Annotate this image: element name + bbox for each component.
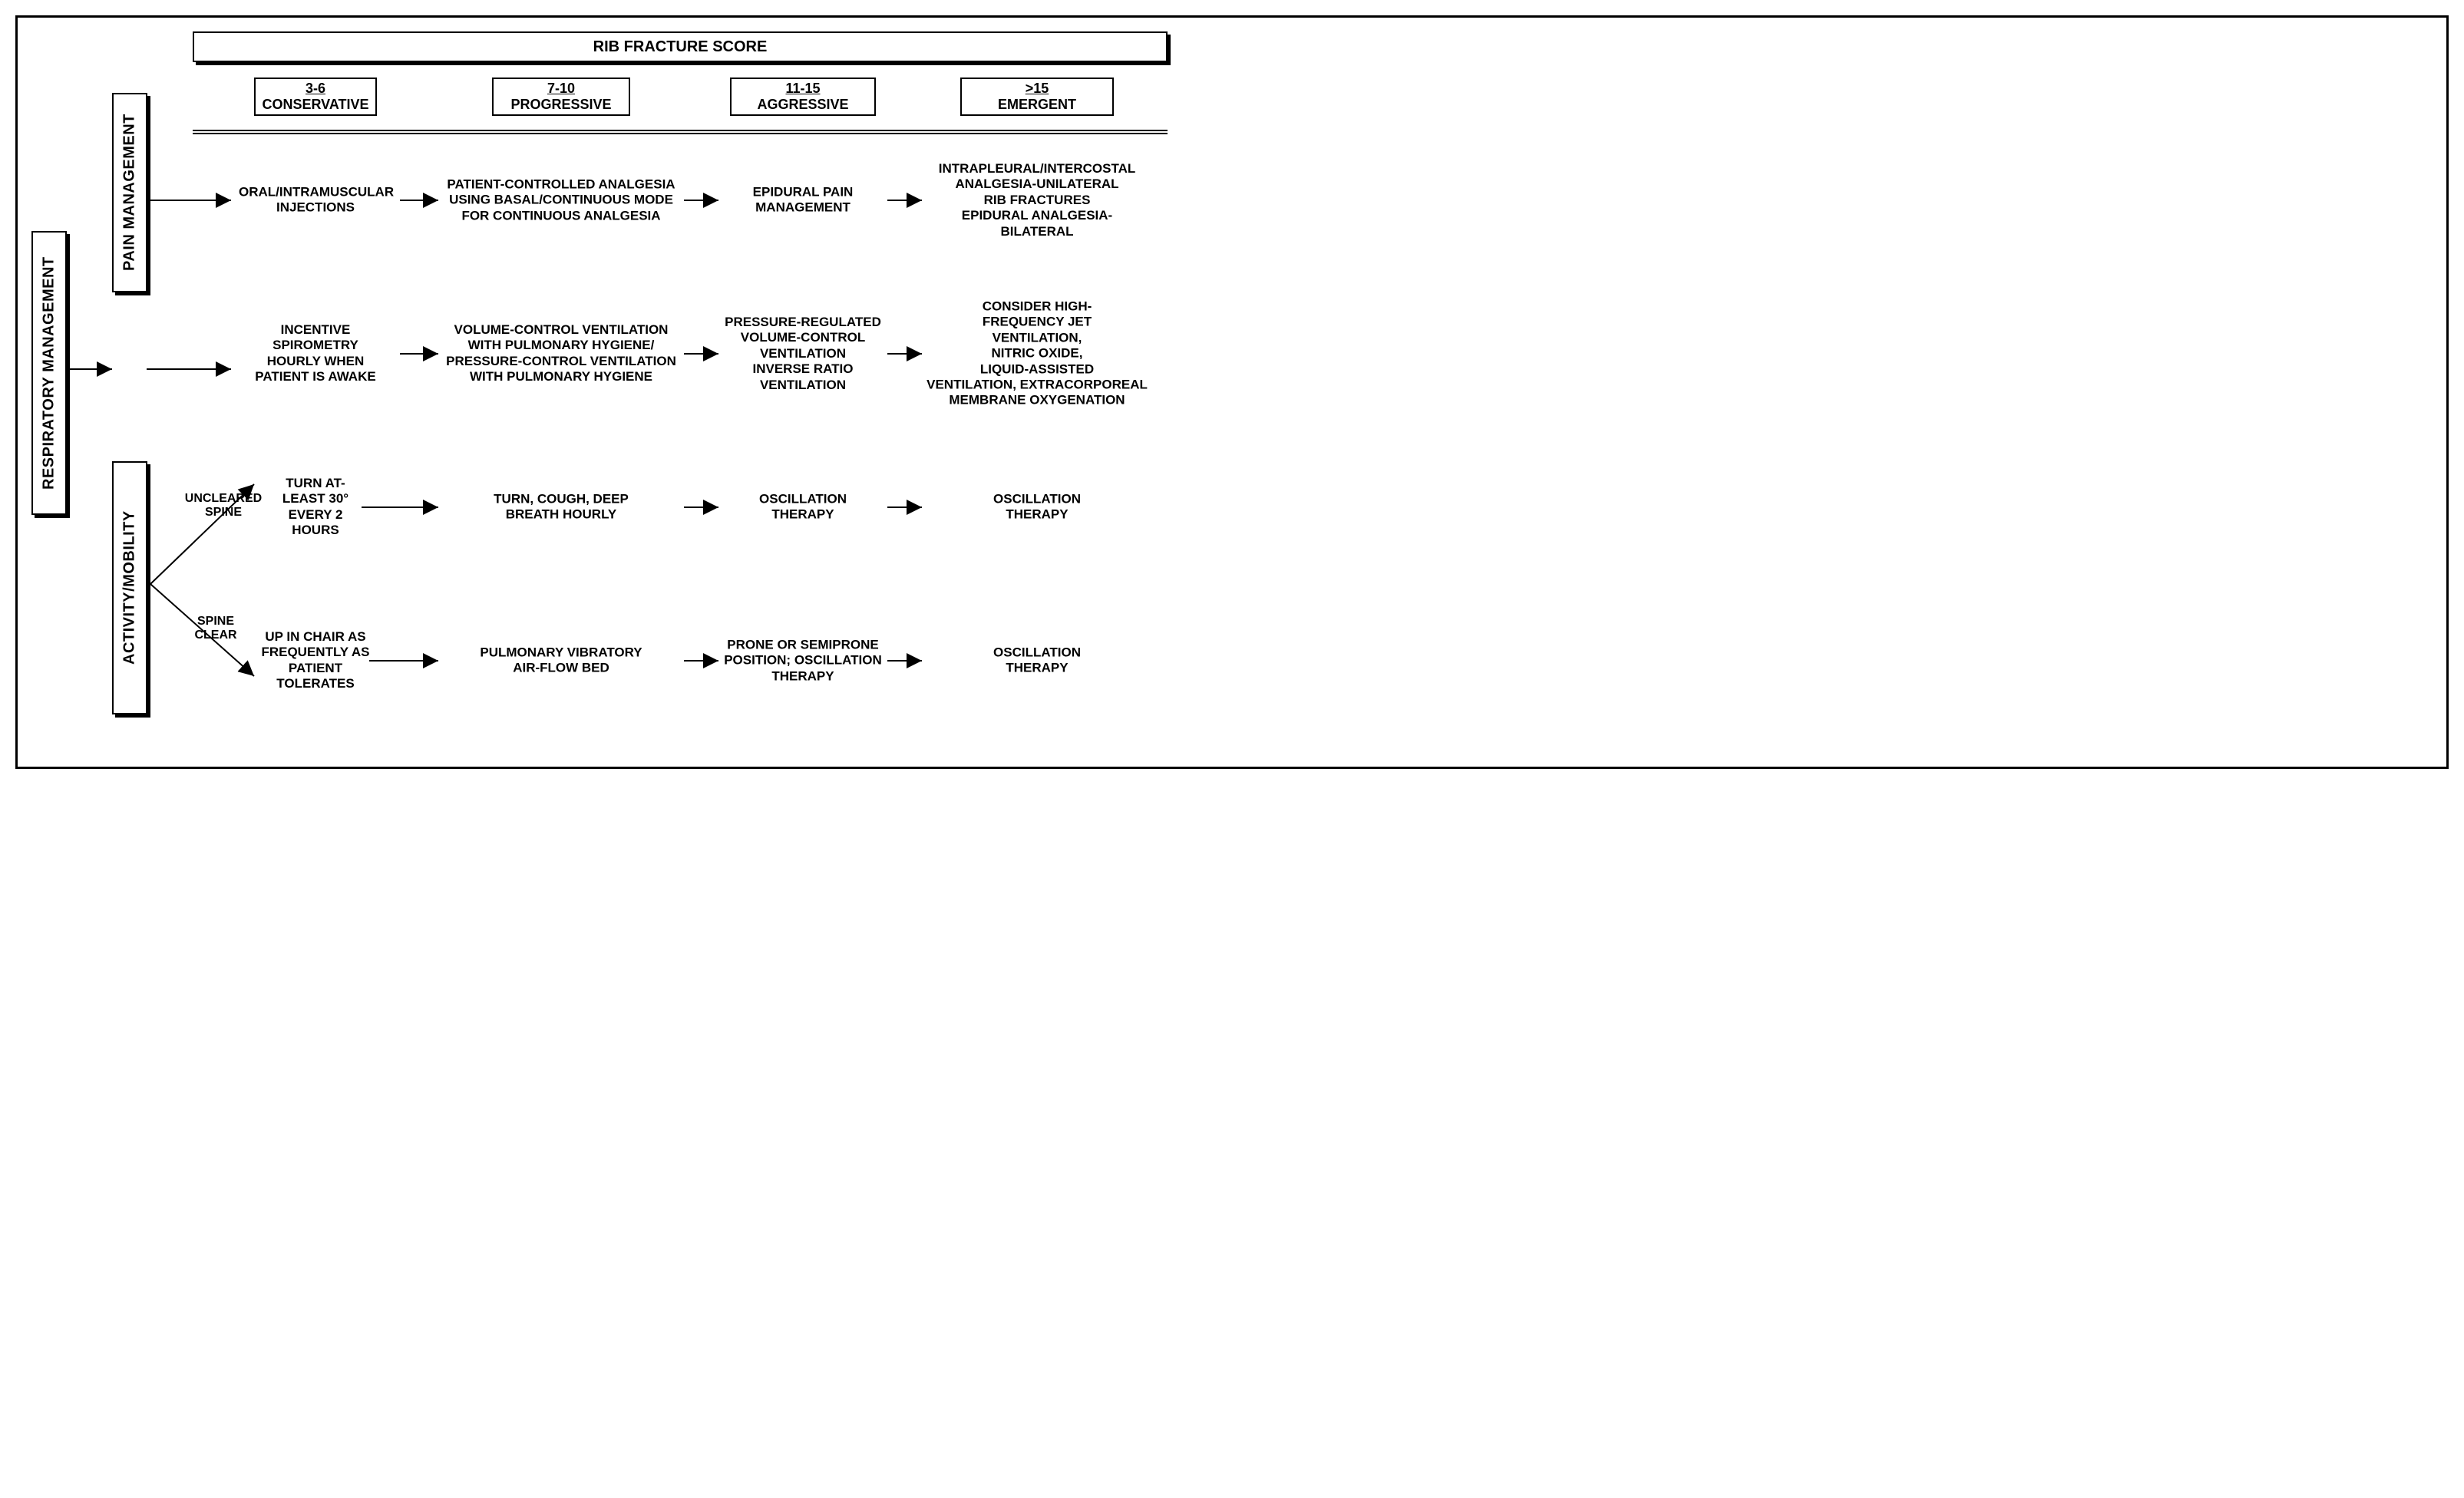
- category-label: EMERGENT: [998, 97, 1076, 113]
- cell-resp-emergent: CONSIDER HIGH- FREQUENCY JET VENTILATION…: [926, 299, 1148, 409]
- side-label-activity: ACTIVITY/MOBILITY: [112, 461, 147, 714]
- category-box-conservative: 3-6 CONSERVATIVE: [254, 78, 377, 116]
- category-score: >15: [998, 81, 1076, 97]
- cell-activity-clear-aggressive: PRONE OR SEMIPRONE POSITION; OSCILLATION…: [718, 637, 887, 684]
- category-box-aggressive: 11-15 AGGRESSIVE: [730, 78, 876, 116]
- cell-activity-uncleared-progressive: TURN, COUGH, DEEP BREATH HOURLY: [446, 492, 676, 523]
- header-divider: [193, 130, 1168, 134]
- side-label-pain: PAIN MANAGEMENT: [112, 93, 147, 292]
- header-title: RIB FRACTURE SCORE: [593, 38, 768, 56]
- cell-pain-conservative: ORAL/INTRAMUSCULAR INJECTIONS: [239, 185, 392, 216]
- category-box-emergent: >15 EMERGENT: [960, 78, 1114, 116]
- cell-activity-uncleared-aggressive: OSCILLATION THERAPY: [718, 492, 887, 523]
- category-score: 3-6: [262, 81, 368, 97]
- cell-pain-aggressive: EPIDURAL PAIN MANAGEMENT: [718, 185, 887, 216]
- side-label-text: ACTIVITY/MOBILITY: [121, 511, 139, 665]
- side-label-respiratory: RESPIRATORY MANAGEMENT: [31, 231, 67, 515]
- sublabel-uncleared-spine: UNCLEARED SPINE: [181, 492, 266, 520]
- cell-activity-uncleared-conservative: TURN AT- LEAST 30° EVERY 2 HOURS: [262, 476, 369, 539]
- category-score: 7-10: [510, 81, 611, 97]
- cell-resp-conservative: INCENTIVE SPIROMETRY HOURLY WHEN PATIENT…: [239, 322, 392, 385]
- cell-resp-progressive: VOLUME-CONTROL VENTILATION WITH PULMONAR…: [446, 322, 676, 385]
- cell-activity-clear-progressive: PULMONARY VIBRATORY AIR-FLOW BED: [446, 645, 676, 677]
- side-label-text: RESPIRATORY MANAGEMENT: [41, 256, 58, 490]
- sublabel-spine-clear: SPINE CLEAR: [181, 615, 250, 643]
- category-label: AGGRESSIVE: [757, 97, 848, 113]
- side-label-text: PAIN MANAGEMENT: [121, 114, 139, 272]
- category-box-progressive: 7-10 PROGRESSIVE: [492, 78, 630, 116]
- category-label: CONSERVATIVE: [262, 97, 368, 113]
- category-score: 11-15: [757, 81, 848, 97]
- diagram-canvas: RIB FRACTURE SCORE 3-6 CONSERVATIVE 7-10…: [31, 31, 1183, 753]
- cell-activity-uncleared-emergent: OSCILLATION THERAPY: [926, 492, 1148, 523]
- diagram-frame: RIB FRACTURE SCORE 3-6 CONSERVATIVE 7-10…: [15, 15, 2449, 769]
- category-label: PROGRESSIVE: [510, 97, 611, 113]
- cell-activity-clear-conservative: UP IN CHAIR AS FREQUENTLY AS PATIENT TOL…: [250, 629, 381, 692]
- cell-pain-emergent: INTRAPLEURAL/INTERCOSTAL ANALGESIA-UNILA…: [926, 161, 1148, 239]
- cell-resp-aggressive: PRESSURE-REGULATED VOLUME-CONTROL VENTIL…: [718, 315, 887, 393]
- header-title-box: RIB FRACTURE SCORE: [193, 31, 1168, 62]
- cell-pain-progressive: PATIENT-CONTROLLED ANALGESIA USING BASAL…: [446, 177, 676, 223]
- cell-activity-clear-emergent: OSCILLATION THERAPY: [926, 645, 1148, 677]
